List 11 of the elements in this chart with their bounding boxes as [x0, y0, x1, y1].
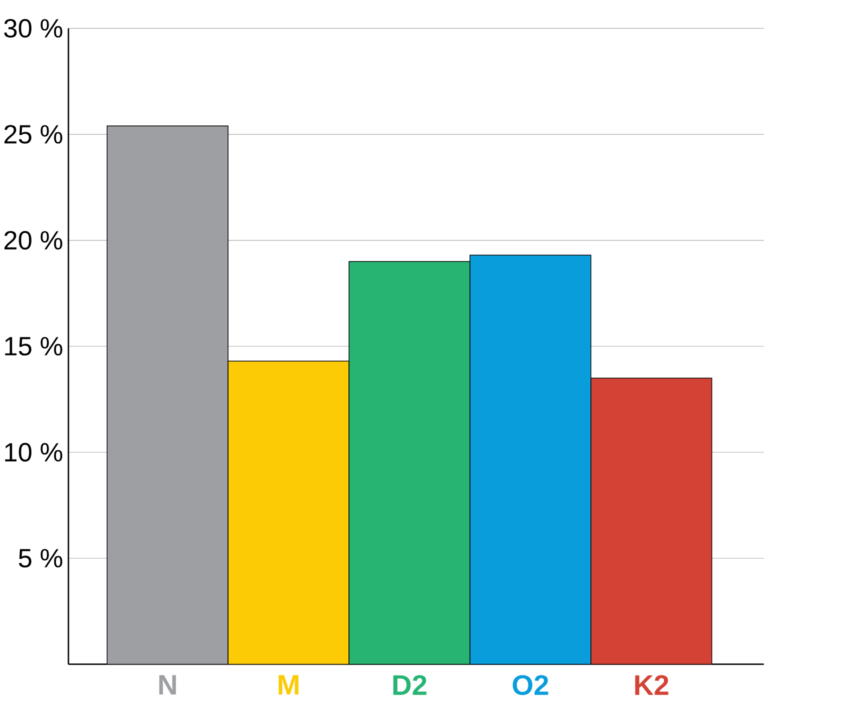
y-tick-label: 5 % — [18, 548, 62, 568]
y-tick-label: 10 % — [5, 442, 62, 462]
x-tick-label: K2 — [635, 675, 668, 695]
y-tick-label: 15 % — [5, 337, 62, 356]
x-tick-label: N — [159, 675, 176, 695]
x-tick-label: M — [278, 675, 298, 695]
y-tick-label: 30 % — [4, 19, 62, 38]
y-tick-label: 25 % — [4, 124, 62, 144]
x-tick-label: O2 — [512, 675, 548, 696]
y-tick-label: 20 % — [4, 230, 62, 250]
x-tick-label: D2 — [393, 675, 426, 695]
